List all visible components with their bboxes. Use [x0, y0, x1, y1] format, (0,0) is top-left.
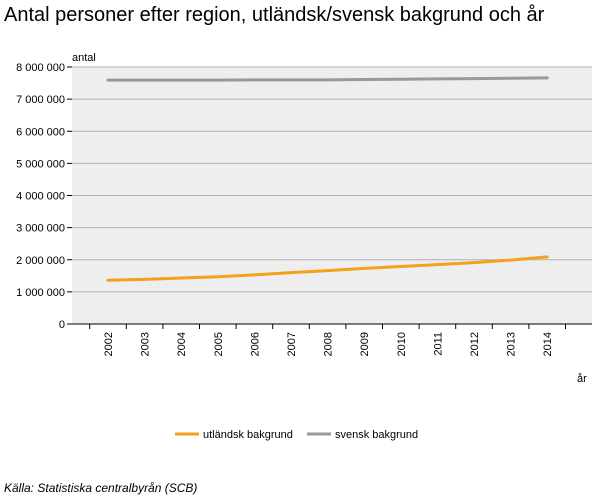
legend-label: svensk bakgrund — [335, 429, 418, 441]
x-tick-label: 2014 — [542, 332, 554, 356]
y-tick-label: 4 000 000 — [16, 191, 65, 203]
legend-label: utländsk bakgrund — [203, 429, 293, 441]
y-tick-label: 0 — [59, 319, 65, 331]
chart-title: Antal personer efter region, utländsk/sv… — [4, 4, 545, 26]
x-tick-label: 2003 — [140, 332, 152, 356]
x-tick-label: 2007 — [286, 332, 298, 356]
y-tick-label: 2 000 000 — [16, 255, 65, 267]
gridlines — [72, 66, 592, 293]
x-tick-label: 2008 — [323, 332, 335, 356]
series-line-1 — [106, 255, 549, 282]
x-tick-label: 2002 — [103, 332, 115, 356]
legend: utländsk bakgrund svensk bakgrund — [175, 429, 418, 441]
y-tick-label: 8 000 000 — [16, 62, 65, 74]
y-tick-label: 3 000 000 — [16, 223, 65, 235]
x-tick-label: 2009 — [359, 332, 371, 356]
x-tick-label: 2011 — [432, 332, 444, 356]
y-tick-label: 5 000 000 — [16, 158, 65, 170]
y-tick-label: 7 000 000 — [16, 94, 65, 106]
series-line-2 — [106, 76, 549, 82]
series-lines — [106, 76, 549, 282]
y-axis-ticks: 0 1 000 000 2 000 000 3 000 000 4 000 000 5 0… — [16, 62, 72, 331]
x-axis-ticks: 2002 2003 2004 2005 2006 2007 2008 2009 2010 2011… — [89, 324, 566, 356]
source-note: Källa: Statistiska centralbyrån (SCB) — [4, 481, 198, 495]
x-tick-label: 2005 — [213, 332, 225, 356]
x-tick-label: 2010 — [396, 332, 408, 356]
x-tick-label: 2004 — [176, 332, 188, 356]
y-axis-label: antal — [72, 52, 96, 64]
y-tick-label: 6 000 000 — [16, 126, 65, 138]
x-tick-label: 2012 — [469, 332, 481, 356]
y-tick-label: 1 000 000 — [16, 287, 65, 299]
x-axis-label: år — [577, 373, 587, 385]
x-tick-label: 2013 — [506, 332, 518, 356]
x-tick-label: 2006 — [249, 332, 261, 356]
